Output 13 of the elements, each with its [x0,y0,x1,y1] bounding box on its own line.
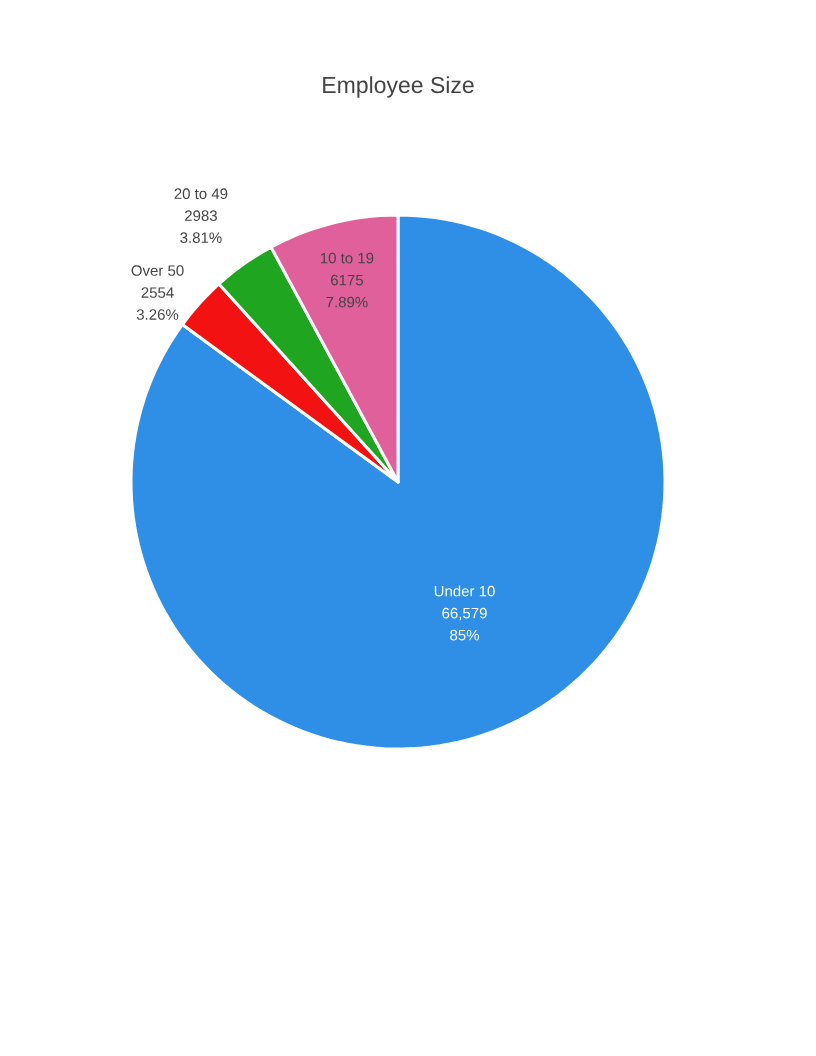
text: 7.89% [326,296,368,308]
text: 3.26% [136,309,179,320]
slice-label: 10 to 19 [320,252,374,264]
chart-title: Employee Size [323,76,474,98]
text: 85% [450,629,479,641]
text: 3.81% [180,232,222,243]
slice-label: Under 10 [434,585,495,597]
data-label: 6175 [331,274,363,286]
data-label: 66,579 [442,607,487,621]
slice-label: Over 50 [131,265,184,276]
data-label: 2983 [185,210,217,221]
data-label: 2554 [141,287,174,298]
slice-label: 20 to 49 [174,188,228,199]
